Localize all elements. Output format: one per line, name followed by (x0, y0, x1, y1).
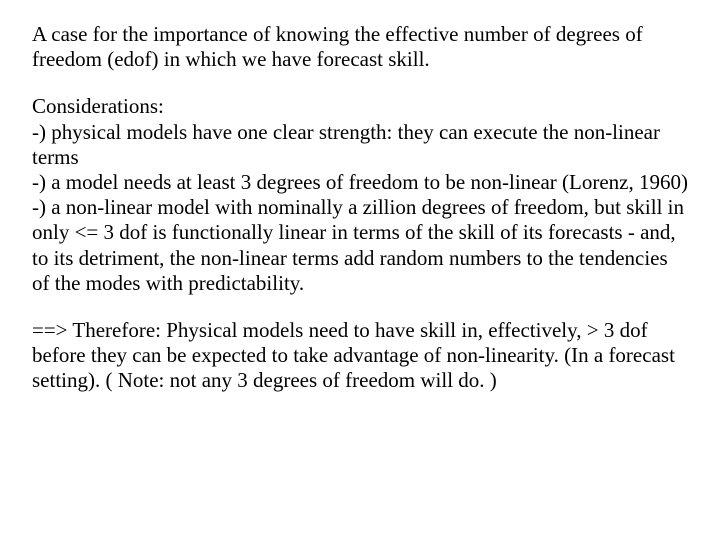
considerations-block: Considerations: -) physical models have … (32, 94, 688, 296)
conclusion-text: ==> Therefore: Physical models need to h… (32, 318, 675, 392)
consideration-item-2: -) a model needs at least 3 degrees of f… (32, 170, 688, 195)
conclusion-paragraph: ==> Therefore: Physical models need to h… (32, 318, 688, 394)
intro-paragraph: A case for the importance of knowing the… (32, 22, 688, 72)
intro-text: A case for the importance of knowing the… (32, 22, 643, 71)
consideration-item-3: -) a non-linear model with nominally a z… (32, 195, 688, 296)
consideration-item-1: -) physical models have one clear streng… (32, 120, 688, 170)
considerations-header: Considerations: (32, 94, 688, 119)
